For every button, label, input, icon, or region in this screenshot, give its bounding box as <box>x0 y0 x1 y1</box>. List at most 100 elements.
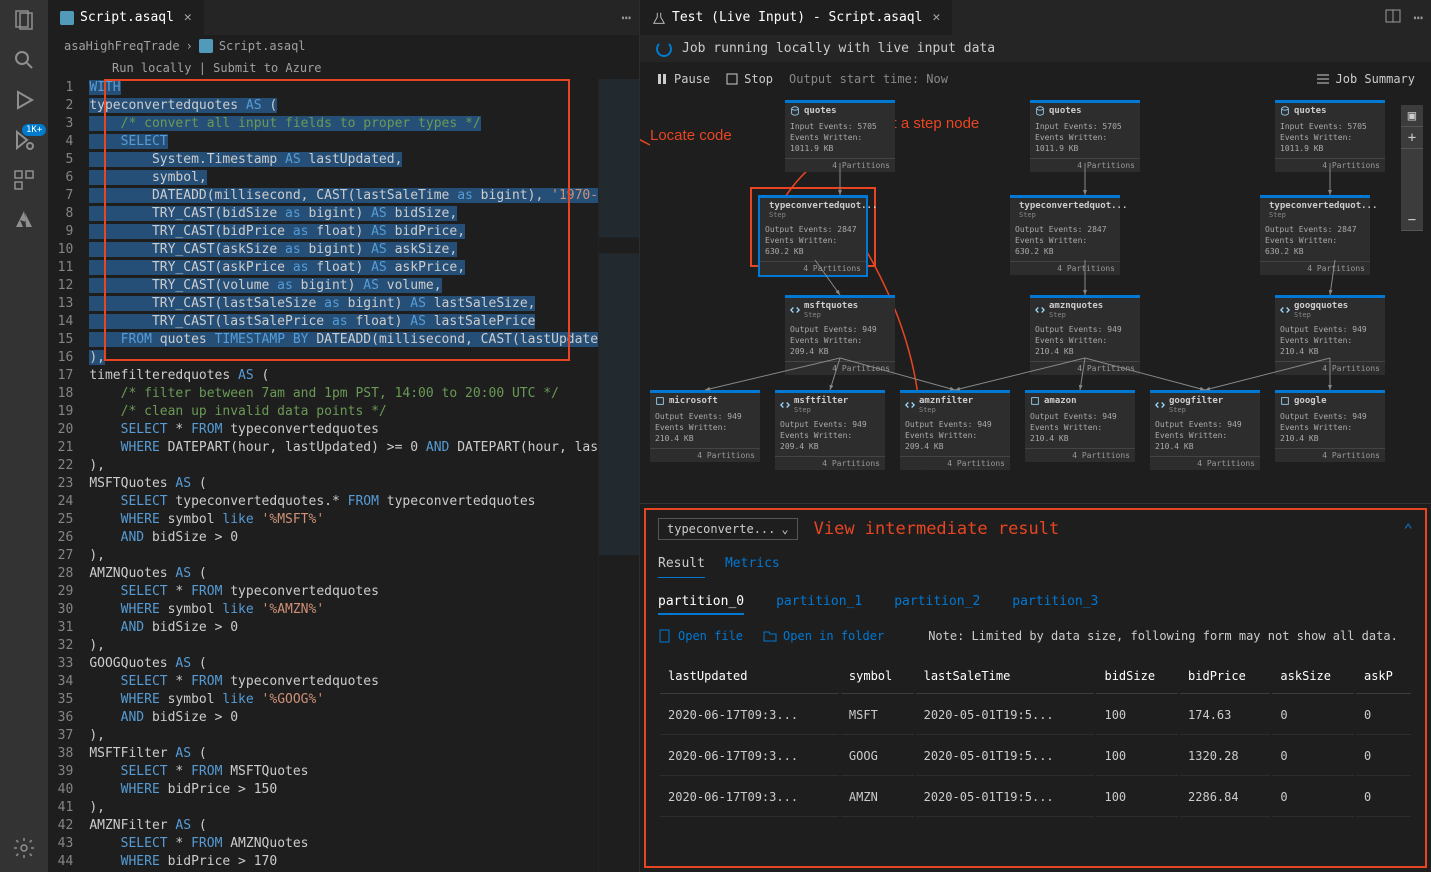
split-icon[interactable] <box>1385 8 1401 24</box>
table-row[interactable]: 2020-06-17T09:3...MSFT2020-05-01T19:5...… <box>660 696 1411 735</box>
test-tab[interactable]: Test (Live Input) - Script.asaql ✕ <box>640 0 953 35</box>
extensions-icon[interactable] <box>12 168 36 192</box>
more-icon[interactable]: ⋯ <box>1413 8 1423 27</box>
partition-tab-3[interactable]: partition_3 <box>1012 594 1098 615</box>
run-bar[interactable]: Run locally | Submit to Azure <box>48 57 639 79</box>
results-table: lastUpdatedsymbollastSaleTimebidSizebidP… <box>658 657 1413 819</box>
col-bidPrice: bidPrice <box>1180 659 1270 694</box>
code-editor[interactable]: 1234567891011121314151617181920212223242… <box>48 79 639 872</box>
diagram-node-msftq[interactable]: msftquotesStepOutput Events: 949Events W… <box>785 295 895 375</box>
status-bar: Job running locally with live input data <box>640 35 1431 63</box>
file-actions: Open file Open in folder Note: Limited b… <box>658 629 1413 643</box>
open-folder-button[interactable]: Open in folder <box>763 629 884 643</box>
diagram-node-msftfilter[interactable]: msftfilterStepOutput Events: 949Events W… <box>775 390 885 470</box>
collapse-icon[interactable]: ⌃ <box>1403 520 1413 539</box>
zoom-out-icon[interactable]: − <box>1401 209 1423 231</box>
partition-tab-0[interactable]: partition_0 <box>658 594 744 615</box>
diagram-node-typeconv[interactable]: typeconvertedquot...StepOutput Events: 2… <box>1010 195 1120 275</box>
azure-icon[interactable] <box>12 208 36 232</box>
close-icon[interactable]: ✕ <box>932 10 940 25</box>
note-text: Note: Limited by data size, following fo… <box>928 629 1398 643</box>
diagram-node-google[interactable]: googleOutput Events: 949Events Written: … <box>1275 390 1385 462</box>
chevron-down-icon: ⌄ <box>781 522 788 536</box>
step-select[interactable]: typeconverte... ⌄ <box>658 518 798 540</box>
result-tabs: Result Metrics <box>658 556 1413 578</box>
diagram-node-amznq[interactable]: amznquotesStepOutput Events: 949Events W… <box>1030 295 1140 375</box>
tab-title: Script.asaql <box>80 10 174 25</box>
diagram-node-amznfilter[interactable]: amznfilterStepOutput Events: 949Events W… <box>900 390 1010 470</box>
run-icon-wrap[interactable]: 1K+ <box>12 88 36 112</box>
col-symbol: symbol <box>841 659 914 694</box>
breadcrumb[interactable]: asaHighFreqTrade › Script.asaql <box>48 35 639 57</box>
minimap[interactable] <box>598 79 639 872</box>
partition-tab-2[interactable]: partition_2 <box>894 594 980 615</box>
col-bidSize: bidSize <box>1096 659 1178 694</box>
breadcrumb-file[interactable]: Script.asaql <box>219 39 306 53</box>
open-file-button[interactable]: Open file <box>658 629 743 643</box>
editor-panel: Script.asaql ✕ ⋯ asaHighFreqTrade › Scri… <box>48 0 640 872</box>
partition-tabs: partition_0 partition_1 partition_2 partiti… <box>658 594 1413 615</box>
file-icon <box>60 11 74 25</box>
partition-tab-1[interactable]: partition_1 <box>776 594 862 615</box>
fit-icon[interactable]: ▣ <box>1401 105 1423 127</box>
col-lastSaleTime: lastSaleTime <box>916 659 1095 694</box>
spinner-icon <box>656 41 672 57</box>
list-icon <box>1316 72 1330 86</box>
col-lastUpdated: lastUpdated <box>660 659 839 694</box>
start-time-label: Output start time: Now <box>789 72 948 86</box>
close-icon[interactable]: ✕ <box>184 10 192 25</box>
job-summary-label: Job Summary <box>1336 72 1415 86</box>
diagram-node-microsoft[interactable]: microsoftOutput Events: 949Events Writte… <box>650 390 760 462</box>
beaker-icon <box>652 11 666 25</box>
stop-icon <box>726 73 738 85</box>
results-panel: typeconverte... ⌄ View intermediate resu… <box>644 508 1427 868</box>
diagram-node-googq[interactable]: googquotesStepOutput Events: 949Events W… <box>1275 295 1385 375</box>
diagram-node-quotes[interactable]: quotesInput Events: 5705Events Written: … <box>785 100 895 172</box>
folder-icon <box>763 629 777 643</box>
annot-view: View intermediate result <box>814 519 1060 539</box>
stop-label: Stop <box>744 72 773 86</box>
diagram-node-quotes[interactable]: quotesInput Events: 5705Events Written: … <box>1030 100 1140 172</box>
tab-metrics[interactable]: Metrics <box>725 556 780 578</box>
activity-bar: 1K+ <box>0 0 48 872</box>
diagram-area[interactable]: Locate code Select a step node ▣ + − quo… <box>640 95 1431 504</box>
job-summary-button[interactable]: Job Summary <box>1316 72 1415 86</box>
run-debug-icon[interactable] <box>12 88 36 112</box>
explorer-icon[interactable] <box>12 8 36 32</box>
zoom-in-icon[interactable]: + <box>1401 127 1423 149</box>
diagram-node-typeconv[interactable]: typeconvertedquot...StepOutput Events: 2… <box>758 195 868 277</box>
breadcrumb-root[interactable]: asaHighFreqTrade <box>64 39 180 53</box>
status-text: Job running locally with live input data <box>682 41 995 56</box>
table-row[interactable]: 2020-06-17T09:3...AMZN2020-05-01T19:5...… <box>660 778 1411 817</box>
run-icon-2[interactable] <box>12 128 36 152</box>
editor-tab[interactable]: Script.asaql ✕ <box>48 0 205 35</box>
editor-tab-bar: Script.asaql ✕ ⋯ <box>48 0 639 35</box>
chevron-right-icon: › <box>186 39 193 53</box>
diagram-node-googfilter[interactable]: googfilterStepOutput Events: 949Events W… <box>1150 390 1260 470</box>
zoom-slider[interactable] <box>1401 149 1423 209</box>
file-icon <box>658 629 672 643</box>
pause-icon <box>656 73 668 85</box>
code-lines[interactable]: WITHtypeconvertedquotes AS ( /* convert … <box>89 79 598 872</box>
settings-icon[interactable] <box>12 836 36 860</box>
open-folder-label: Open in folder <box>783 629 884 643</box>
line-gutter: 1234567891011121314151617181920212223242… <box>48 79 89 872</box>
diagram-node-quotes[interactable]: quotesInput Events: 5705Events Written: … <box>1275 100 1385 172</box>
stop-button[interactable]: Stop <box>726 72 773 86</box>
file-icon <box>199 39 213 53</box>
diagram-node-amazon[interactable]: amazonOutput Events: 949Events Written: … <box>1025 390 1135 462</box>
table-row[interactable]: 2020-06-17T09:3...GOOG2020-05-01T19:5...… <box>660 737 1411 776</box>
diagram-node-typeconv[interactable]: typeconvertedquot...StepOutput Events: 2… <box>1260 195 1370 275</box>
zoom-control: ▣ + − <box>1401 105 1423 231</box>
tab-result[interactable]: Result <box>658 556 705 578</box>
pause-label: Pause <box>674 72 710 86</box>
search-icon[interactable] <box>12 48 36 72</box>
test-tab-bar: Test (Live Input) - Script.asaql ✕ ⋯ <box>640 0 1431 35</box>
test-panel: Test (Live Input) - Script.asaql ✕ ⋯ Job… <box>640 0 1431 872</box>
tab-actions-icon[interactable]: ⋯ <box>621 8 639 27</box>
results-header: typeconverte... ⌄ View intermediate resu… <box>658 518 1413 540</box>
pause-button[interactable]: Pause <box>656 72 710 86</box>
controls-bar: Pause Stop Output start time: Now Job Su… <box>640 63 1431 95</box>
annot-locate: Locate code <box>650 127 732 144</box>
open-file-label: Open file <box>678 629 743 643</box>
